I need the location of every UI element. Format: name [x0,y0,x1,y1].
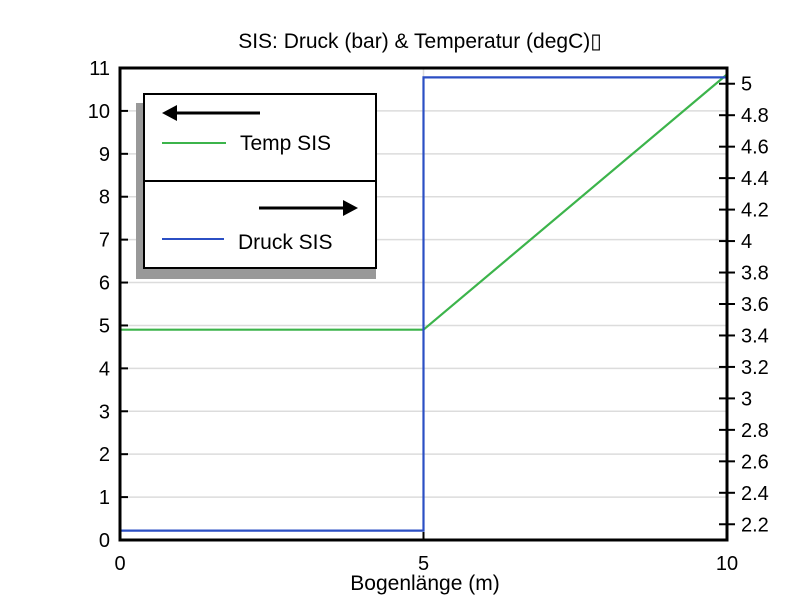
y-left-tick-label: 3 [99,401,110,423]
right-arrow-icon [259,200,358,216]
y-left-tick-label: 7 [99,230,110,252]
y-right-tick-label: 2.6 [741,451,769,473]
y-right-tick-label: 3.6 [741,294,769,316]
y-left-tick-label: 6 [99,273,110,295]
y-right-tick-label: 2.8 [741,420,769,442]
x-tick-label: 0 [114,553,125,575]
chart-title: SIS: Druck (bar) & Temperatur (degC)▯ [238,30,602,53]
y-right-tick-label: 3.8 [741,263,769,285]
left-arrow-icon [162,105,260,121]
x-axis-title: Bogenlänge (m) [350,572,499,595]
y-left-tick-label: 2 [99,444,110,466]
x-tick-label: 5 [418,553,429,575]
y-right-tick-label: 4.4 [741,168,769,190]
legend: Temp SIS Druck SIS [136,93,377,279]
y-right-tick-label: 4.2 [741,200,769,222]
y-right-tick-label: 3.4 [741,325,769,347]
y-right-tick-label: 3.2 [741,357,769,379]
y-left-tick-label: 4 [99,358,110,380]
y-right-tick-label: 2.4 [741,483,769,505]
y-right-tick-label: 4 [741,231,752,253]
y-axis-left: 0 1 2 3 4 5 6 7 8 9 10 11 [88,58,128,552]
series-line-druck-sis [120,76,727,532]
legend-label-druck: Druck SIS [238,231,333,254]
y-right-tick-label: 3 [741,388,752,410]
y-left-tick-label: 5 [99,315,110,337]
y-right-tick-label: 4.6 [741,137,769,159]
y-left-tick-label: 11 [89,58,110,80]
y-left-tick-label: 9 [99,144,110,166]
y-right-tick-label: 2.2 [741,514,769,536]
y-left-tick-label: 0 [99,530,110,552]
legend-label-temp: Temp SIS [240,132,331,155]
y-left-tick-label: 10 [88,101,110,123]
y-right-tick-label: 4.8 [741,105,769,127]
y-right-tick-label: 5 [741,74,752,96]
y-left-tick-label: 8 [99,187,110,209]
x-tick-label: 10 [716,553,738,575]
y-left-tick-label: 1 [99,487,110,509]
y-axis-right: 2.2 2.4 2.6 2.8 3 3.2 3.4 3.6 3.8 4 4.2 4.4 4.6 4.8 5 [719,74,769,536]
series [120,73,728,532]
x-axis: 0 5 10 [114,532,738,575]
